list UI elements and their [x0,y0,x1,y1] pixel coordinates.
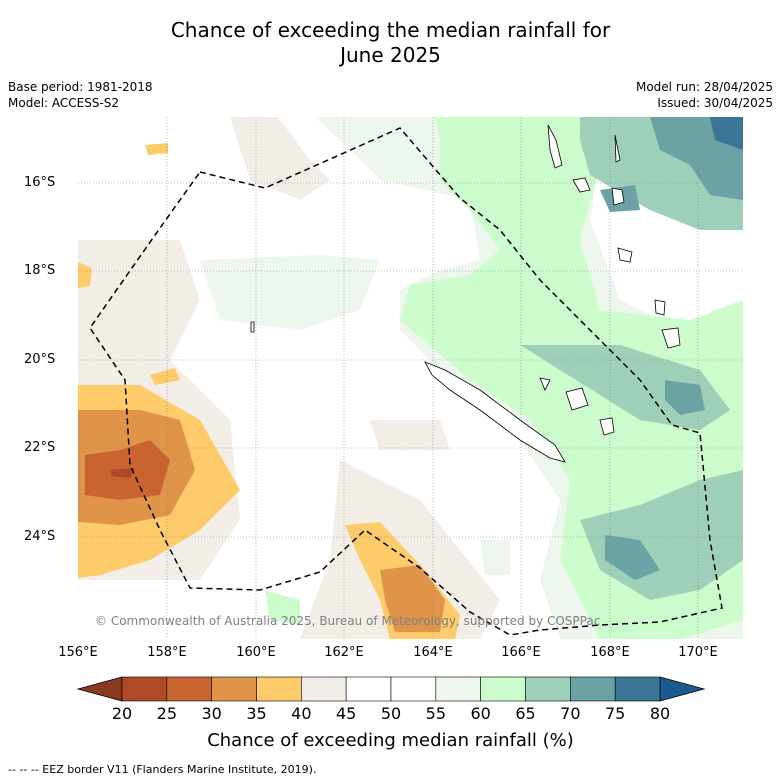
colorbar-tick-label: 50 [380,704,402,723]
meta-left: Base period: 1981-2018 Model: ACCESS-S2 [8,79,153,111]
vanuatu-island [617,247,633,263]
colorbar-cell [256,676,302,702]
lat-tick: 20°S [24,352,56,367]
lon-tick: 164°E [413,645,453,660]
colorbar-high-extension [659,676,706,702]
colorbar-cell [480,676,526,702]
colorbar-title: Chance of exceeding median rainfall (%) [207,730,574,751]
colorbar-cell [390,676,437,702]
colorbar-tick-label: 60 [470,704,491,723]
title-line-2: June 2025 [340,43,441,67]
vanuatu-island-espiritu-santo [547,124,563,169]
colorbar-tick-label: 40 [291,704,312,723]
colorbar-tick-label: 45 [335,704,357,723]
vanuatu-island [614,134,621,163]
model-run-text: Model run: 28/04/2025 [635,80,773,94]
model-text: Model: ACCESS-S2 [8,96,120,110]
graticule [78,117,743,639]
lat-tick: 16°S [24,175,56,190]
lat-tick: 22°S [24,440,56,455]
reef-island [250,321,255,333]
new-caledonia-island [424,361,566,463]
colorbar-tick-label: 75 [604,704,626,723]
loyalty-island [599,417,615,436]
colorbar-cell [435,676,481,702]
vanuatu-island [572,177,591,193]
coastlines [250,124,681,463]
lon-tick: 158°E [147,645,187,660]
lat-tick: 18°S [24,263,56,278]
base-period-text: Base period: 1981-2018 [8,80,153,94]
colorbar-cell [614,676,661,702]
issued-text: Issued: 30/04/2025 [657,96,773,110]
lon-tick: 170°E [678,645,718,660]
eez-footnote: -- -- -- EEZ border V11 (Flanders Marine… [8,763,317,776]
colorbar-cell [570,676,616,702]
vanuatu-island [611,187,625,206]
copyright-text: © Commonwealth of Australia 2025, Bureau… [95,614,601,628]
meta-right: Model run: 28/04/2025 Issued: 30/04/2025 [636,79,773,111]
vanuatu-island [661,327,681,349]
colorbar-tick-label: 35 [246,704,267,723]
eez-border [89,127,723,636]
colorbar [76,676,706,702]
lon-tick: 162°E [324,645,364,660]
colorbar-tick-label: 70 [560,704,581,723]
loyalty-island [539,377,551,391]
colorbar-low-extension [76,676,123,702]
lat-tick: 24°S [24,529,56,544]
vanuatu-island [654,299,666,316]
map-title: Chance of exceeding the median rainfall … [0,18,781,68]
colorbar-cell [525,676,571,702]
loyalty-island [565,387,589,411]
colorbar-tick-label: 55 [425,704,447,723]
lon-tick: 160°E [236,645,276,660]
lon-tick: 166°E [501,645,541,660]
colorbar-cell [121,676,168,702]
colorbar-tick-label: 20 [111,704,133,723]
colorbar-cell [166,676,212,702]
colorbar-cell [301,676,347,702]
colorbar-tick-label: 80 [649,704,671,723]
colorbar-cell [345,676,392,702]
colorbar-tick-label: 25 [156,704,178,723]
lon-tick: 156°E [58,645,98,660]
colorbar-cell [211,676,257,702]
colorbar-tick-label: 30 [201,704,222,723]
probability-shading [78,117,743,639]
colorbar-tick-label: 65 [515,704,536,723]
lon-tick: 168°E [590,645,630,660]
title-line-1: Chance of exceeding the median rainfall … [170,18,611,42]
